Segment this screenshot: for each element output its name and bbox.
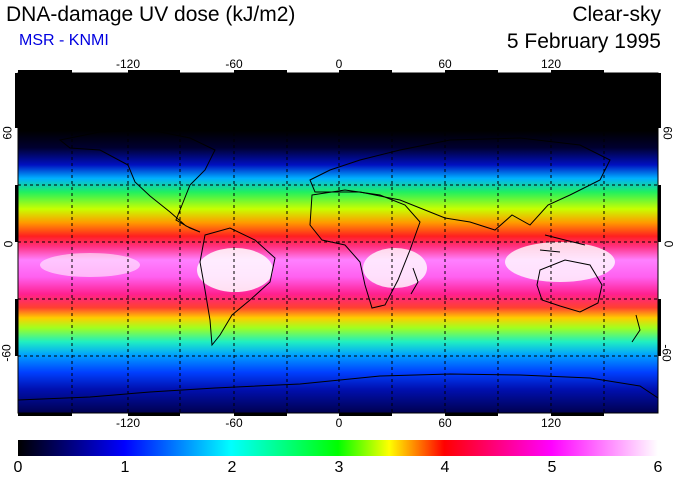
coast-indonesia (539, 234, 586, 253)
lon-label-top-0: 0 (335, 57, 343, 71)
coast-north-america (58, 129, 216, 233)
lon-label-bottom-e120: 120 (540, 416, 562, 430)
frame-bars (15, 70, 661, 416)
hotspot-africa (363, 248, 427, 288)
map-date: 5 February 1995 (506, 30, 661, 53)
coast-madagascar (410, 267, 419, 295)
lon-label-bottom-0: 0 (335, 416, 343, 430)
coast-greenland (254, 87, 321, 131)
coast-new-zealand (631, 314, 641, 343)
coastlines (18, 87, 658, 401)
lon-label-bottom-w60: -60 (225, 416, 243, 430)
lon-label-top-e60: 60 (438, 57, 452, 71)
graticule (18, 73, 658, 413)
coast-south-america (199, 227, 276, 347)
colorbar-tick-6: 6 (653, 459, 663, 476)
lon-label-bottom-e60: 60 (438, 416, 452, 430)
coast-antarctica (18, 373, 658, 401)
map-source: MSR - KNMI (19, 32, 109, 49)
colorbar-tick-2: 2 (227, 459, 237, 476)
lon-label-bottom-w120: -120 (115, 416, 141, 430)
colorbar (18, 440, 658, 456)
colorbar-tick-4: 4 (440, 459, 450, 476)
coast-europe-asia (309, 137, 611, 231)
lon-label-top-w120: -120 (115, 57, 141, 71)
coast-africa (309, 189, 421, 309)
coast-australia (536, 259, 603, 313)
colorbar-tick-5: 5 (547, 459, 557, 476)
sky-condition: Clear-sky (572, 3, 661, 26)
map-frame (17, 72, 659, 414)
lon-label-top-e120: 120 (540, 57, 562, 71)
hotspot-south-america (197, 248, 273, 292)
map-title: DNA-damage UV dose (kJ/m2) (6, 3, 296, 26)
colorbar-tick-3: 3 (334, 459, 344, 476)
colorbar-tick-1: 1 (120, 459, 130, 476)
lon-label-top-w60: -60 (225, 57, 243, 71)
colorbar-tick-0: 0 (13, 459, 23, 476)
hotspot-pacific (40, 253, 140, 277)
